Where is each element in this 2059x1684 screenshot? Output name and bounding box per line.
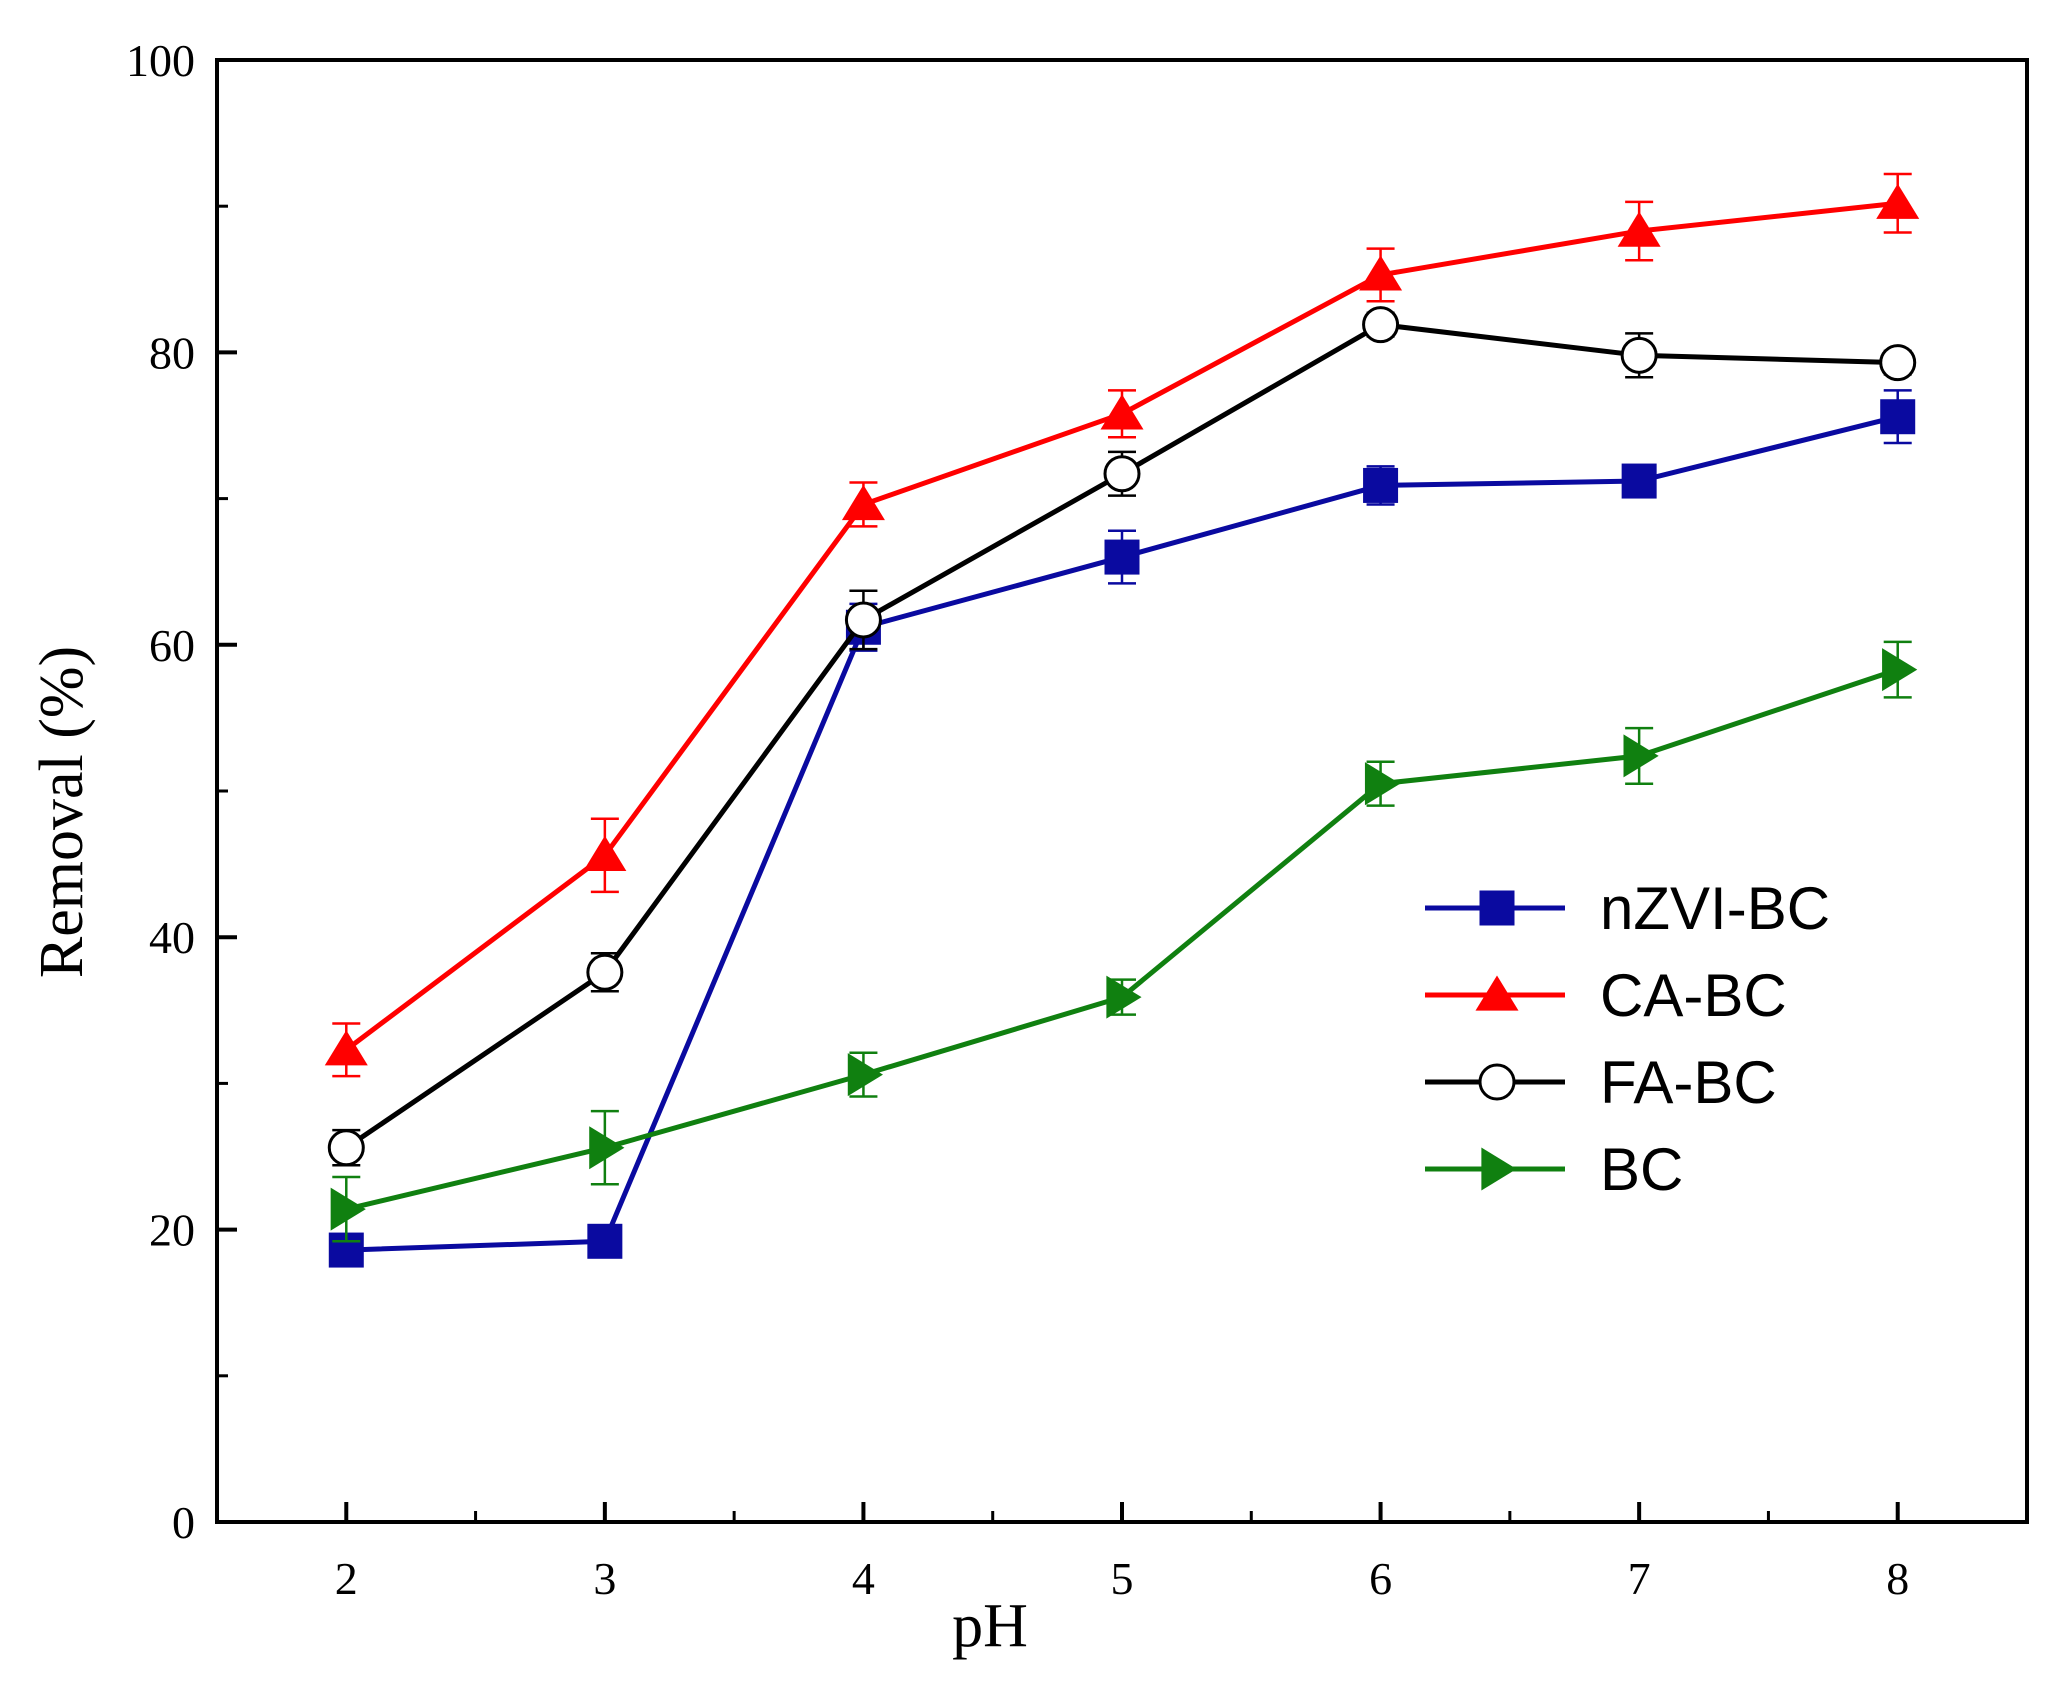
y-tick-label: 100	[126, 35, 195, 86]
legend-marker	[1475, 975, 1519, 1011]
data-point	[330, 1187, 366, 1231]
x-tick-label: 4	[852, 1553, 875, 1604]
data-point	[327, 1129, 365, 1167]
series-bc	[330, 640, 1918, 1243]
data-point	[1882, 648, 1918, 692]
data-point	[844, 601, 882, 639]
data-point	[1879, 344, 1917, 382]
x-tick-label: 6	[1369, 1553, 1392, 1604]
y-tick-label: 60	[149, 620, 195, 671]
y-axis-title: Removal (%)	[28, 646, 96, 978]
data-point	[1876, 183, 1920, 219]
data-point	[1100, 394, 1144, 430]
data-point	[589, 1126, 625, 1170]
x-tick-label: 5	[1111, 1553, 1134, 1604]
legend-item: nZVI-BC	[1425, 875, 1830, 942]
x-tick-label: 3	[593, 1553, 616, 1604]
legend-label: CA-BC	[1600, 962, 1787, 1029]
legend: nZVI-BC CA-BC FA-BC BC	[1425, 875, 1830, 1203]
data-point	[1621, 463, 1657, 499]
series-nzvi-bc	[328, 389, 1916, 1268]
data-point	[324, 1030, 368, 1066]
data-point	[1363, 467, 1399, 503]
data-point	[1364, 762, 1401, 806]
data-point	[1880, 399, 1916, 435]
legend-marker	[1478, 1063, 1516, 1101]
series-ca-bc	[324, 172, 1920, 1078]
legend-marker	[1479, 890, 1515, 926]
data-point	[586, 953, 624, 991]
y-tick-label: 20	[149, 1205, 195, 1256]
legend-label: BC	[1600, 1136, 1683, 1203]
x-tick-label: 8	[1886, 1553, 1909, 1604]
data-point	[847, 1053, 883, 1097]
series-fa-bc	[327, 306, 1917, 1167]
legend-label: nZVI-BC	[1600, 875, 1830, 942]
data-point	[841, 484, 885, 521]
data-point	[1362, 306, 1400, 344]
data-point	[1103, 455, 1141, 493]
legend-item: CA-BC	[1425, 962, 1787, 1029]
data-point	[587, 1223, 623, 1259]
data-point	[1617, 211, 1661, 247]
legend-item: BC	[1425, 1136, 1683, 1203]
y-tick-label: 40	[149, 912, 195, 963]
y-tick-label: 0	[172, 1497, 195, 1548]
x-tick-label: 2	[335, 1553, 358, 1604]
data-point	[1620, 336, 1658, 374]
data-point	[1104, 539, 1140, 575]
legend-marker	[1481, 1147, 1517, 1191]
legend-item: FA-BC	[1425, 1049, 1777, 1116]
series-layer	[324, 172, 1920, 1268]
x-tick-label: 7	[1628, 1553, 1651, 1604]
legend-label: FA-BC	[1600, 1049, 1777, 1116]
data-point	[1106, 975, 1142, 1019]
data-point	[1623, 734, 1659, 778]
data-point	[583, 835, 627, 871]
x-axis-title: pH	[952, 1592, 1028, 1660]
data-point	[1359, 255, 1403, 291]
y-tick-label: 80	[149, 327, 195, 378]
